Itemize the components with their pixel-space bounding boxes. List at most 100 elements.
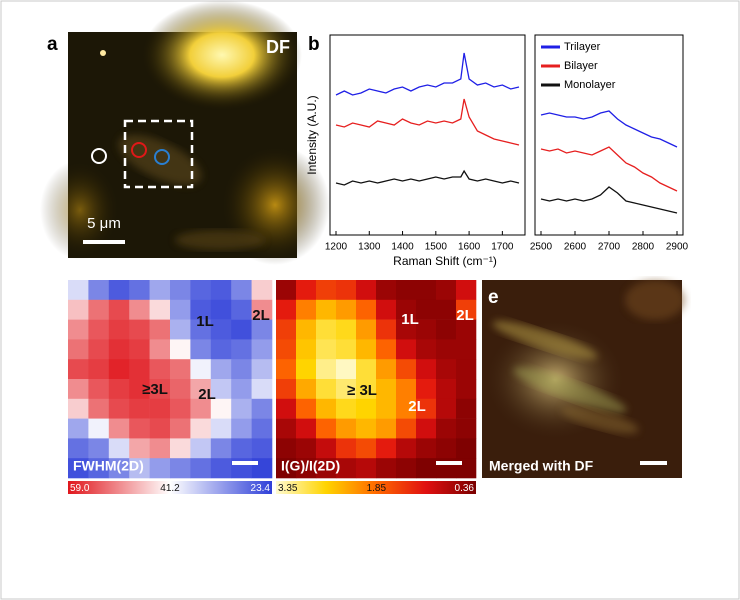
heatmap-cell xyxy=(190,438,212,459)
heatmap-cell xyxy=(296,458,317,479)
heatmap-cell xyxy=(251,379,273,400)
heatmap-cell xyxy=(190,280,212,301)
heatmap-cell xyxy=(376,379,397,400)
heatmap-cell xyxy=(149,379,171,400)
region-label: ≥3L xyxy=(142,381,168,398)
heatmap-cell xyxy=(251,339,273,360)
region-label: 2L xyxy=(408,398,426,415)
heatmap-cell xyxy=(129,359,150,380)
heatmap-cell xyxy=(210,299,232,320)
heatmap-cell xyxy=(416,359,437,380)
heatmap-cell xyxy=(68,418,89,439)
heatmap-cell xyxy=(456,379,477,400)
heatmap-cell xyxy=(276,398,297,419)
heatmap-cell xyxy=(129,418,150,439)
heatmap-cell xyxy=(88,359,110,380)
heatmap-cell xyxy=(296,379,317,400)
plot-frame xyxy=(329,34,526,236)
selection-box xyxy=(123,119,194,189)
panel-letter: a xyxy=(47,34,58,55)
heatmap-cell xyxy=(88,418,110,439)
region-label: 2L xyxy=(252,307,270,324)
heatmap-cell xyxy=(88,379,110,400)
heatmap-cell xyxy=(231,398,252,419)
heatmap-cell xyxy=(129,299,150,320)
colorbar xyxy=(276,481,476,494)
heatmap-cell xyxy=(296,299,317,320)
heatmap-cell xyxy=(336,438,357,459)
heatmap-cell xyxy=(376,319,397,340)
heatmap-cell xyxy=(149,398,171,419)
heatmap-cell xyxy=(356,458,377,479)
colorbar-label: 3.35 xyxy=(278,483,298,494)
heatmap-cell xyxy=(456,339,477,360)
region-label: 2L xyxy=(456,307,474,324)
heatmap-cell xyxy=(316,280,337,301)
heatmap-cell xyxy=(190,319,212,340)
heatmap-cell xyxy=(376,398,397,419)
panel-letter: b xyxy=(308,34,320,55)
heatmap-cell xyxy=(276,319,297,340)
heatmap-cell xyxy=(129,280,150,301)
x-tick-label: 2500 xyxy=(530,242,553,253)
heatmap-cell xyxy=(88,319,110,340)
colorbar-label: 0.36 xyxy=(455,483,475,494)
heatmap-cell xyxy=(149,418,171,439)
heatmap-cell xyxy=(416,438,437,459)
heatmap-cell xyxy=(356,359,377,380)
heatmap-cell xyxy=(276,438,297,459)
heatmap-cell xyxy=(210,319,232,340)
region-label: ≥ 3L xyxy=(347,382,377,399)
map-label: FWHM(2D) xyxy=(73,458,144,474)
heatmap-cell xyxy=(231,280,252,301)
heatmap-cell xyxy=(231,438,252,459)
heatmap-cell xyxy=(396,339,417,360)
legend-label: Monolayer xyxy=(564,79,616,91)
heatmap-cell xyxy=(396,359,417,380)
heatmap-cell xyxy=(170,379,191,400)
spectrum-line xyxy=(540,146,678,192)
heatmap-cell xyxy=(336,418,357,439)
heatmap-cell xyxy=(149,299,171,320)
heatmap-cell xyxy=(231,299,252,320)
heatmap-cell xyxy=(88,299,110,320)
heatmap-cell xyxy=(129,458,150,479)
heatmap-cell xyxy=(210,280,232,301)
heatmap-cell xyxy=(416,280,437,301)
heatmap-cell xyxy=(170,458,191,479)
heatmap-cell xyxy=(456,280,477,301)
heatmap-cell xyxy=(88,280,110,301)
heatmap-cell xyxy=(88,339,110,360)
colorbar-label: 1.85 xyxy=(367,483,387,494)
heatmap-cell xyxy=(210,359,232,380)
heatmap-cell xyxy=(210,418,232,439)
heatmap-cell xyxy=(416,299,437,320)
heatmap-cell xyxy=(396,458,417,479)
heatmap-cell xyxy=(129,438,150,459)
heatmap-cell xyxy=(231,379,252,400)
heatmap-cell xyxy=(376,280,397,301)
heatmap-cell xyxy=(376,359,397,380)
heatmap-cell xyxy=(356,339,377,360)
heatmap-cell xyxy=(316,398,337,419)
region-label: 1L xyxy=(196,313,214,330)
merged-image xyxy=(482,280,685,478)
heatmap-cell xyxy=(108,398,130,419)
panel-letter: e xyxy=(488,287,499,308)
heatmap-cell xyxy=(210,379,232,400)
spectrum-line xyxy=(335,98,520,146)
heatmap-cell xyxy=(251,418,273,439)
heatmap-cell xyxy=(416,379,437,400)
heatmap-cell xyxy=(356,379,377,400)
heatmap-cell xyxy=(316,458,337,479)
heatmap-cell xyxy=(376,299,397,320)
heatmap-cell xyxy=(296,359,317,380)
heatmap-cell xyxy=(396,319,417,340)
heatmap-cell xyxy=(436,359,457,380)
heatmap-cell xyxy=(170,339,191,360)
colorbar-label: 59.0 xyxy=(70,483,90,494)
spectrum-line xyxy=(540,110,678,148)
heatmap-cell xyxy=(88,398,110,419)
heatmap-cell xyxy=(456,359,477,380)
heatmap-cell xyxy=(210,339,232,360)
